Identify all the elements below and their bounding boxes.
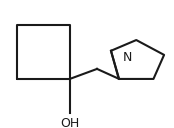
Text: OH: OH	[61, 117, 80, 128]
Text: N: N	[122, 51, 132, 64]
